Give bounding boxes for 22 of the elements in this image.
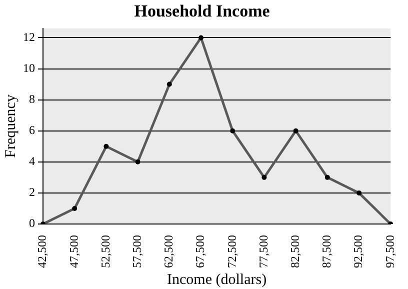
y-axis-title: Frequency [2, 94, 19, 158]
x-tick-label: 47,500 [66, 235, 81, 268]
x-tick-label: 97,500 [382, 235, 397, 268]
x-tick-label: 77,500 [256, 235, 270, 268]
y-tick-label: 4 [29, 154, 35, 168]
x-tick-label: 67,500 [193, 235, 208, 268]
x-tick-label: 92,500 [351, 235, 366, 268]
y-tick-label: 10 [23, 60, 35, 75]
x-tick-label: 82,500 [288, 235, 302, 268]
x-tick-label: 42,500 [35, 235, 50, 268]
x-tick-label: 52,500 [98, 235, 112, 268]
y-tick-label: 12 [23, 30, 35, 44]
chart-title: Household Income [134, 2, 270, 21]
x-tick-label: 62,500 [162, 235, 176, 268]
y-tick-label: 8 [29, 92, 35, 106]
y-tick-label: 2 [29, 185, 35, 200]
x-axis-title: Income (dollars) [167, 272, 267, 288]
x-tick-label: 57,500 [130, 235, 144, 268]
y-tick-label: 0 [29, 216, 35, 230]
x-tick-label: 87,500 [320, 235, 334, 268]
x-tick-label: 72,500 [224, 235, 239, 268]
y-tick-label: 6 [29, 123, 35, 138]
